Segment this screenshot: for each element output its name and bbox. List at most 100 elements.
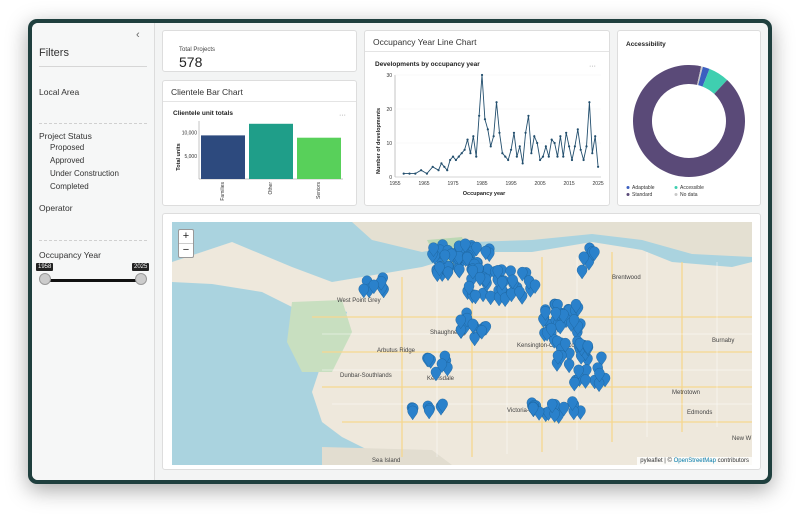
- line-y-tick-label: 0: [389, 175, 392, 181]
- map-marker-icon: [540, 306, 551, 321]
- line-y-tick-label: 30: [386, 73, 392, 79]
- line-point: [565, 131, 568, 134]
- line-point: [576, 128, 579, 131]
- legend-label: Adaptable: [632, 185, 655, 191]
- chevron-left-icon[interactable]: ‹: [136, 29, 140, 41]
- line-point: [495, 101, 498, 104]
- bar-x-tick-label: Families: [220, 182, 226, 201]
- map-marker-icon: [552, 350, 564, 365]
- line-point: [498, 131, 501, 134]
- map-marker-icon: [496, 276, 508, 291]
- map-marker-icon: [467, 318, 479, 334]
- line-point: [408, 172, 411, 175]
- place-label: Sea Island: [372, 458, 400, 464]
- line-point: [509, 148, 513, 151]
- map-marker-icon: [594, 367, 605, 383]
- zoom-in-button[interactable]: +: [179, 230, 193, 244]
- accessibility-donut-chart: Adaptable Accessible Standard No data: [626, 64, 745, 198]
- line-point: [541, 155, 545, 158]
- line-point: [570, 158, 574, 162]
- year-min-value: 1958: [36, 263, 54, 271]
- line-point: [449, 158, 452, 162]
- place-label: Dunbar-Southlands: [340, 373, 392, 379]
- map-canvas[interactable]: West Point Grey Shaughnessy Arbutus Ridge K…: [172, 222, 752, 465]
- local-area-dropdown[interactable]: Local Area: [39, 87, 80, 97]
- status-option-under-construction[interactable]: Under Construction: [50, 169, 119, 178]
- map-marker-icon: [455, 314, 466, 330]
- sea-island-land: [322, 447, 452, 465]
- line-point: [472, 135, 475, 138]
- line-point: [518, 145, 521, 148]
- line-point: [501, 152, 504, 155]
- line-x-tick-label: 1965: [418, 181, 429, 187]
- line-point: [489, 145, 492, 148]
- bar-y-axis-label: Total units: [176, 143, 182, 170]
- slider-handle-min[interactable]: [39, 273, 51, 285]
- line-point: [431, 165, 434, 168]
- donut-slice-adaptable: [698, 66, 710, 87]
- project-status-label: Project Status: [39, 131, 92, 141]
- map-marker-icon: [563, 358, 575, 374]
- more-horizontal-icon[interactable]: ···: [339, 112, 346, 119]
- map-marker-icon: [492, 265, 504, 280]
- line-point: [440, 162, 443, 165]
- zoom-out-button[interactable]: −: [182, 244, 190, 256]
- line-x-tick-label: 1975: [447, 181, 458, 187]
- land-area: [172, 242, 752, 465]
- year-range-slider[interactable]: [44, 279, 142, 282]
- line-y-axis-label: Number of developments: [376, 108, 382, 174]
- openstreetmap-link[interactable]: OpenStreetMap: [673, 458, 716, 464]
- map-marker-icon: [550, 307, 562, 322]
- place-label: Metrotown: [672, 390, 700, 396]
- line-point: [536, 141, 539, 145]
- divider: [39, 123, 147, 124]
- filters-sidebar: ‹ Filters Local Area Project Status Prop…: [32, 23, 155, 480]
- status-option-proposed[interactable]: Proposed: [50, 143, 85, 152]
- map-marker-icon: [470, 289, 481, 305]
- dashboard-screen: ‹ Filters Local Area Project Status Prop…: [32, 23, 768, 480]
- map-marker-icon: [430, 366, 442, 382]
- status-option-approved[interactable]: Approved: [50, 156, 85, 165]
- map-marker-icon: [527, 402, 539, 417]
- line-point: [457, 155, 460, 158]
- line-point: [515, 155, 518, 158]
- line-point: [483, 118, 487, 121]
- map-marker-icon: [454, 264, 465, 279]
- line-point: [533, 135, 536, 138]
- map-marker-icon: [580, 374, 591, 389]
- map-marker-icon: [439, 249, 451, 265]
- line-point: [443, 165, 446, 168]
- status-option-completed[interactable]: Completed: [50, 182, 89, 191]
- map-card: West Point Grey Shaughnessy Arbutus Ridge K…: [162, 213, 761, 470]
- occupancy-year-label: Occupancy Year: [39, 250, 101, 260]
- operator-dropdown[interactable]: Operator: [39, 203, 73, 213]
- line-point: [512, 131, 516, 134]
- line-point: [550, 138, 553, 141]
- more-horizontal-icon[interactable]: ···: [589, 63, 596, 70]
- line-point: [524, 131, 527, 134]
- line-point: [460, 152, 463, 155]
- slider-handle-max[interactable]: [135, 273, 147, 285]
- line-point: [402, 172, 405, 175]
- line-point: [492, 135, 495, 138]
- map-view[interactable]: West Point Grey Shaughnessy Arbutus Ridge K…: [172, 222, 752, 465]
- map-attribution: pyleaflet | © OpenStreetMap contributors: [637, 457, 752, 465]
- attribution-suffix: contributors: [715, 458, 749, 464]
- bar-y-tick-label: 5,000: [184, 154, 197, 160]
- line-point: [596, 165, 600, 168]
- bar-seniors: [297, 137, 341, 179]
- line-x-tick-label: 1985: [476, 181, 487, 187]
- map-marker-icon: [423, 353, 434, 368]
- map-marker-icon: [442, 266, 454, 282]
- place-label: Edmonds: [687, 410, 712, 416]
- map-marker-icon: [463, 280, 475, 296]
- line-point: [556, 155, 559, 158]
- line-x-tick-label: 2005: [535, 181, 546, 187]
- map-marker-icon: [569, 376, 580, 392]
- total-projects-label: Total Projects: [179, 47, 216, 53]
- donut-slice-accessible: [702, 68, 728, 94]
- map-marker-icon: [568, 314, 580, 329]
- map-marker-icon: [570, 299, 582, 314]
- line-point: [559, 135, 562, 138]
- legend-label: Accessible: [680, 185, 704, 191]
